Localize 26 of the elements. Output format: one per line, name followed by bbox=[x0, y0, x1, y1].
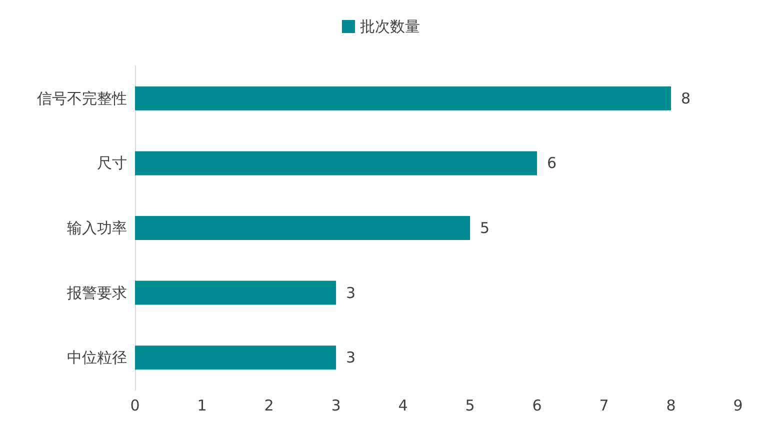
y-tick-label: 报警要求 bbox=[66, 284, 127, 302]
x-tick-label: 0 bbox=[130, 396, 140, 414]
x-tick-label: 3 bbox=[331, 396, 341, 414]
legend-label: 批次数量 bbox=[360, 18, 420, 36]
bar bbox=[135, 216, 470, 240]
x-tick-label: 1 bbox=[197, 396, 207, 414]
x-tick-label: 7 bbox=[599, 396, 609, 414]
x-tick-label: 6 bbox=[532, 396, 542, 414]
y-tick-label: 输入功率 bbox=[67, 219, 127, 237]
y-tick-label: 中位粒径 bbox=[67, 348, 127, 367]
x-tick-label: 9 bbox=[733, 396, 743, 414]
bar bbox=[135, 280, 336, 305]
data-label: 5 bbox=[480, 219, 490, 237]
bar bbox=[135, 86, 671, 110]
bar bbox=[135, 346, 336, 370]
x-tick-label: 5 bbox=[465, 396, 475, 414]
bar bbox=[135, 151, 537, 176]
data-label: 3 bbox=[346, 284, 356, 302]
y-tick-label: 信号不完整性 bbox=[37, 89, 127, 108]
x-tick-label: 2 bbox=[264, 396, 274, 414]
x-tick-label: 4 bbox=[398, 396, 408, 414]
data-label: 6 bbox=[547, 154, 557, 172]
y-tick-label: 尺寸 bbox=[97, 154, 127, 172]
data-label: 3 bbox=[346, 348, 356, 367]
data-label: 8 bbox=[681, 89, 691, 108]
x-tick-label: 8 bbox=[666, 396, 676, 414]
